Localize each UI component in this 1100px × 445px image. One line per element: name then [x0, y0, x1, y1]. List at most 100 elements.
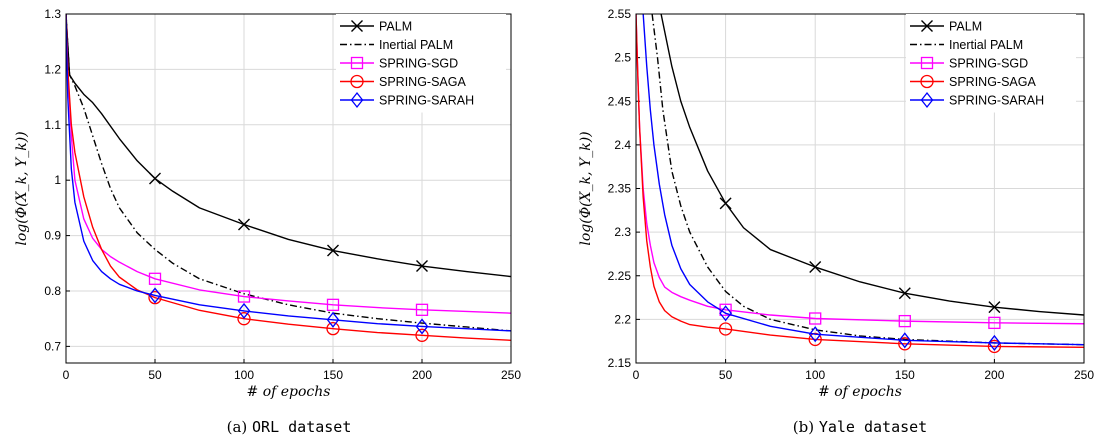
series-marker — [809, 312, 822, 325]
legend-label: PALM — [949, 20, 982, 34]
series-marker — [149, 172, 161, 185]
x-tick-label: 0 — [633, 368, 640, 382]
series-marker — [416, 260, 428, 273]
x-tick-label: 200 — [412, 368, 432, 382]
legend-label: PALM — [379, 20, 412, 34]
legend: PALM Inertial PALM SPRING-SGD SPRING-SAGA SP… — [906, 14, 1076, 113]
series-marker — [988, 316, 1001, 330]
series-marker — [326, 298, 340, 311]
x-tick-label: 150 — [895, 368, 915, 382]
series-marker — [148, 272, 162, 285]
figure-caption: (b) Yale dataset — [793, 418, 927, 436]
legend-marker — [920, 74, 934, 89]
y-axis-label: log(Φ(X_k, Y_k)) — [14, 131, 30, 245]
series-marker — [237, 312, 251, 326]
y-tick-label: 1 — [54, 173, 61, 187]
series-marker — [326, 311, 340, 328]
series-marker — [808, 332, 822, 347]
y-tick-label: 2.2 — [614, 312, 631, 326]
series-marker — [326, 322, 340, 336]
y-tick-label: 0.7 — [44, 339, 61, 353]
legend-label: SPRING-SGD — [379, 57, 458, 71]
y-tick-label: 2.3 — [614, 225, 631, 239]
x-tick-label: 50 — [719, 368, 733, 382]
legend-label: SPRING-SAGA — [949, 75, 1036, 89]
series-line-spring-saga — [66, 14, 511, 341]
x-tick-label: 100 — [234, 368, 254, 382]
legend-label: SPRING-SARAH — [379, 94, 474, 108]
series-marker — [898, 337, 912, 351]
x-axis-label: # of epochs — [818, 384, 902, 400]
series-marker — [898, 314, 911, 328]
legend-label: Inertial PALM — [949, 38, 1023, 52]
series-marker — [237, 290, 251, 303]
series-line-palm — [660, 14, 1084, 316]
legend: PALM Inertial PALM SPRING-SGD SPRING-SAGA SP… — [336, 14, 506, 113]
y-tick-label: 2.45 — [608, 94, 632, 108]
series-marker — [148, 290, 162, 305]
series-marker — [719, 305, 732, 322]
series-marker — [898, 287, 911, 300]
x-tick-label: 50 — [148, 368, 162, 382]
series-marker — [237, 302, 251, 319]
caption-dataset: Yale dataset — [819, 418, 927, 436]
y-tick-label: 2.5 — [614, 51, 631, 65]
series-line-spring-sgd — [66, 14, 511, 314]
series-marker — [415, 303, 429, 316]
series-marker — [718, 322, 733, 336]
x-tick-label: 250 — [1074, 368, 1094, 382]
x-tick-label: 150 — [323, 368, 343, 382]
legend-label: SPRING-SAGA — [379, 75, 466, 89]
series-line-palm — [66, 14, 511, 278]
series-group — [636, 14, 1084, 354]
legend-marker — [921, 20, 933, 32]
x-tick-label: 100 — [805, 368, 825, 382]
legend-marker — [920, 56, 934, 70]
y-tick-label: 0.9 — [44, 229, 61, 243]
plot-b: 0 50 100 150 200 250 2.15 2.2 2.25 2.3 2.35 2.4 2.45… — [578, 7, 1094, 436]
series-marker — [987, 339, 1002, 354]
legend-label: SPRING-SARAH — [949, 94, 1044, 108]
legend-marker — [350, 91, 364, 109]
series-marker — [415, 328, 429, 342]
series-marker — [238, 218, 250, 231]
y-tick-label: 1.1 — [44, 118, 61, 132]
series-marker — [809, 261, 822, 274]
legend-marker — [351, 20, 363, 32]
series-line-spring-sarah — [66, 14, 511, 332]
plot-a: 0 50 100 150 200 250 0.7 0.8 0.9 1 1.1 1.2 1.3 PALM In… — [14, 7, 521, 436]
x-tick-label: 250 — [501, 368, 521, 382]
series-marker — [988, 334, 1001, 351]
series-marker — [898, 332, 912, 349]
y-tick-label: 1.3 — [44, 7, 61, 21]
x-tick-label: 0 — [63, 368, 70, 382]
legend-marker — [350, 56, 364, 70]
x-tick-label: 200 — [984, 368, 1004, 382]
y-tick-label: 2.15 — [608, 356, 632, 370]
legend-marker — [920, 91, 934, 109]
series-line-inertial-palm — [66, 14, 511, 332]
legend-label: SPRING-SGD — [949, 57, 1028, 71]
plot-frame — [65, 13, 512, 364]
y-tick-label: 2.25 — [608, 269, 632, 283]
plot-frame — [635, 13, 1085, 364]
series-marker — [808, 326, 822, 343]
series-marker — [327, 244, 339, 257]
legend-label: Inertial PALM — [379, 38, 453, 52]
figure-caption: (a) ORL dataset — [227, 418, 352, 436]
caption-prefix: (b) — [793, 418, 819, 436]
caption-prefix: (a) — [227, 418, 252, 436]
series-marker — [988, 301, 1001, 314]
series-line-spring-saga — [636, 14, 1084, 348]
caption-dataset: ORL dataset — [252, 418, 351, 436]
series-marker — [719, 197, 732, 210]
series-marker — [148, 287, 162, 304]
y-axis-label: log(Φ(X_k, Y_k)) — [578, 131, 594, 245]
series-marker — [415, 318, 429, 335]
y-tick-label: 0.8 — [44, 284, 61, 298]
x-axis-label: # of epochs — [247, 384, 331, 400]
series-line-spring-sarah — [642, 14, 1084, 346]
y-tick-label: 2.4 — [614, 138, 631, 152]
y-tick-label: 2.35 — [608, 182, 632, 196]
